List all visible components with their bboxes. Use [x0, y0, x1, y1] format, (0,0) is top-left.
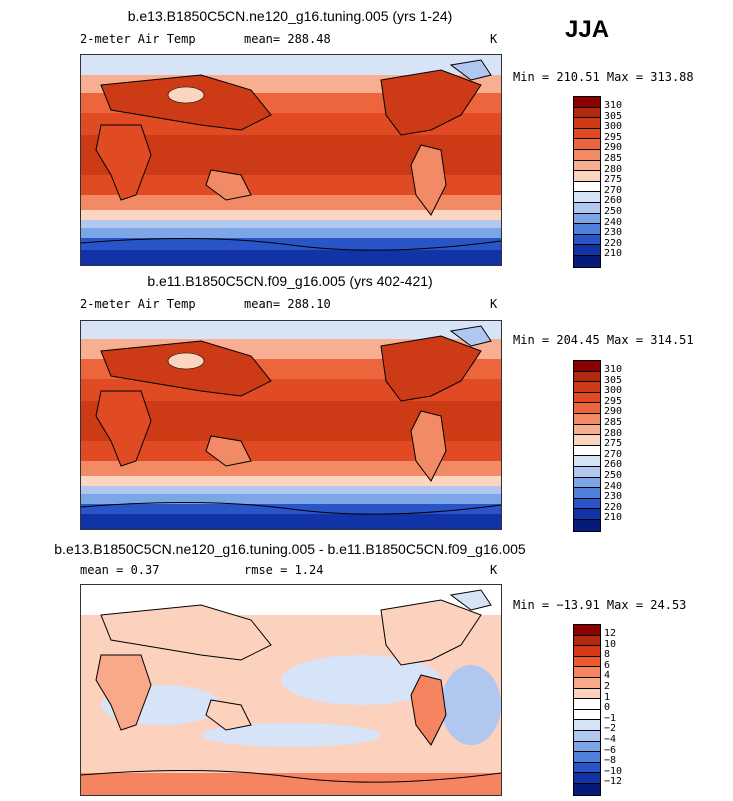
- tick: 275: [604, 174, 623, 186]
- tick: 250: [604, 469, 623, 481]
- tick: 285: [604, 152, 623, 164]
- tick: 305: [604, 110, 623, 122]
- tick: 280: [604, 427, 623, 439]
- tick: 270: [604, 448, 623, 460]
- tick: 0: [604, 702, 611, 714]
- tick: 8: [604, 649, 611, 661]
- tick: 290: [604, 142, 623, 154]
- tick: −1: [604, 712, 617, 724]
- panel2-colorbar: [573, 360, 601, 532]
- panel2-colorbar-ticks: 310 305 300 295 290 285 280 275 270 260 250 24…: [604, 365, 622, 524]
- panel1-unit-label: K: [490, 32, 498, 46]
- tick: 300: [604, 385, 623, 397]
- tick: 310: [604, 364, 623, 375]
- tick: 260: [604, 195, 623, 207]
- panel1-title: b.e13.B1850C5CN.ne120_g16.tuning.005 (yr…: [127, 8, 453, 24]
- tick: 270: [604, 184, 623, 196]
- tick: 300: [604, 121, 623, 133]
- panel1-colorbar: [573, 96, 601, 268]
- tick: 220: [604, 501, 623, 513]
- tick: 210: [604, 512, 623, 524]
- tick: −10: [604, 765, 623, 777]
- panel3-difference-map: [80, 584, 502, 796]
- tick: 295: [604, 395, 623, 407]
- tick: 260: [604, 459, 623, 471]
- panel1-minmax-label: Min = 210.51 Max = 313.88: [513, 70, 694, 84]
- tick: 285: [604, 416, 623, 428]
- tick: 4: [604, 670, 611, 682]
- panel3-minmax-label: Min = −13.91 Max = 24.53: [513, 598, 687, 612]
- tick: 10: [604, 638, 617, 650]
- season-label: JJA: [565, 16, 610, 43]
- tick: 2: [604, 680, 611, 692]
- panel3-colorbar: [573, 624, 601, 796]
- tick: −2: [604, 723, 617, 735]
- panel2-variable-label: 2-meter Air Temp: [80, 297, 196, 311]
- panel2-mean-label: mean= 288.10: [244, 297, 331, 311]
- panel2-unit-label: K: [490, 297, 498, 311]
- tick: 275: [604, 438, 623, 450]
- panel3-title: b.e13.B1850C5CN.ne120_g16.tuning.005 - b…: [54, 541, 526, 557]
- tick: 295: [604, 131, 623, 143]
- tick: 250: [604, 205, 623, 217]
- tick: 290: [604, 406, 623, 418]
- tick: 6: [604, 659, 611, 671]
- tick: −6: [604, 744, 617, 756]
- panel1-mean-label: mean= 288.48: [244, 32, 331, 46]
- tick: 240: [604, 216, 623, 228]
- tick: 310: [604, 100, 623, 111]
- tick: −8: [604, 755, 617, 767]
- tick: 305: [604, 374, 623, 386]
- panel2-title: b.e11.B1850C5CN.f09_g16.005 (yrs 402-421…: [147, 273, 433, 289]
- panel1-colorbar-ticks: 310 305 300 295 290 285 280 275 270 260 250 24…: [604, 101, 622, 260]
- panel3-unit-label: K: [490, 563, 498, 577]
- tick: −4: [604, 733, 617, 745]
- tick: −12: [604, 776, 623, 788]
- tick: 12: [604, 628, 617, 639]
- panel1-variable-label: 2-meter Air Temp: [80, 32, 196, 46]
- panel3-mean-label: mean = 0.37: [80, 563, 160, 577]
- panel1-temperature-map: [80, 54, 502, 266]
- tick: 220: [604, 237, 623, 249]
- tick: 1: [604, 691, 611, 703]
- tick: 280: [604, 163, 623, 175]
- panel2-temperature-map: [80, 320, 502, 530]
- tick: 230: [604, 491, 623, 503]
- panel2-minmax-label: Min = 204.45 Max = 314.51: [513, 333, 694, 347]
- tick: 230: [604, 227, 623, 239]
- panel3-rmse-label: rmse = 1.24: [244, 563, 324, 577]
- tick: 240: [604, 480, 623, 492]
- tick: 210: [604, 248, 623, 260]
